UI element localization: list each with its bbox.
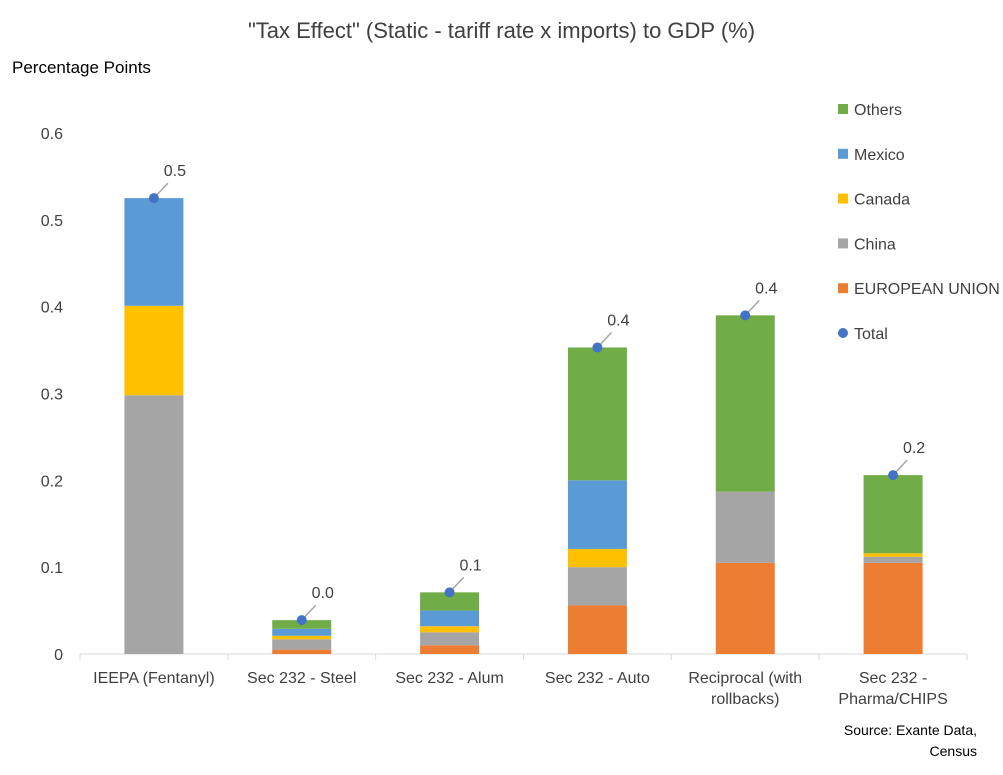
legend-swatch-china — [838, 238, 848, 249]
y-tick-label: 0.4 — [41, 300, 63, 317]
bar-segment-european-union — [863, 562, 923, 654]
y-tick-label: 0.6 — [41, 126, 63, 143]
bars — [124, 198, 923, 654]
bar-segment-european-union — [567, 605, 627, 654]
bar-segment-others — [715, 315, 775, 492]
y-tick-label: 0.5 — [41, 213, 63, 230]
source-line-1: Source: Exante Data, — [843, 722, 977, 738]
total-data-label: 0.5 — [164, 163, 186, 180]
total-marker — [592, 342, 603, 353]
legend: Others Mexico Canada China EUROPEAN UNION Tot… — [838, 102, 1000, 343]
y-axis-label: Percentage Points — [12, 58, 151, 77]
legend-label: Mexico — [854, 147, 905, 164]
total-marker — [444, 587, 455, 598]
bar-segment-mexico — [272, 628, 332, 636]
bar-segment-mexico — [420, 610, 480, 627]
total-marker — [296, 615, 307, 626]
total-data-label: 0.4 — [755, 280, 777, 297]
bar-segment-china — [272, 639, 332, 650]
bar-segment-others — [420, 592, 480, 611]
source-line-2: Census — [929, 743, 977, 759]
total-marker — [888, 470, 899, 481]
chart-title: "Tax Effect" (Static - tariff rate x imp… — [247, 18, 756, 43]
x-tick-label: Sec 232 - Auto — [545, 670, 650, 687]
x-tick-label: IEEPA (Fentanyl) — [93, 670, 215, 687]
bar-segment-canada — [124, 305, 184, 396]
source-note: Source: Exante Data, Census — [844, 720, 977, 762]
total-data-label: 0.0 — [312, 585, 334, 602]
bar-segment-canada — [567, 548, 627, 568]
total-marker — [740, 310, 751, 321]
x-tick-label: Sec 232 - Alum — [395, 670, 504, 687]
legend-swatch-others — [838, 104, 848, 114]
x-tick-label: Sec 232 - Steel — [247, 670, 356, 687]
bar-segment-european-union — [420, 645, 480, 654]
total-data-label: 0.2 — [903, 440, 925, 457]
bar-segment-china — [420, 632, 480, 646]
bar-segment-canada — [272, 635, 332, 640]
total-data-label: 0.4 — [607, 312, 629, 329]
legend-label: Canada — [854, 192, 910, 209]
legend-label: China — [854, 236, 896, 253]
bar-segment-china — [567, 567, 627, 606]
legend-label: Others — [854, 102, 902, 119]
x-tick-label: Reciprocal (with rollbacks) — [688, 670, 802, 708]
legend-marker-total — [838, 328, 848, 338]
total-marker — [148, 193, 159, 204]
bar-segment-china — [715, 491, 775, 563]
bar-segment-mexico — [124, 198, 184, 306]
y-tick-label: 0.1 — [41, 560, 63, 577]
legend-swatch-mexico — [838, 148, 848, 159]
legend-label: EUROPEAN UNION — [854, 281, 1000, 298]
bar-segment-china — [124, 395, 184, 654]
axes: 0 0.1 0.2 0.3 0.4 0.5 0.6 IEEPA (Fentanyl) Sec 2… — [41, 126, 968, 708]
bar-segment-european-union — [715, 562, 775, 654]
y-tick-label: 0 — [54, 647, 63, 664]
total-markers: 0.5 0.0 0.1 0.4 0.4 0.2 — [148, 163, 925, 626]
total-data-label: 0.1 — [459, 557, 481, 574]
bar-segment-others — [863, 475, 923, 554]
legend-swatch-canada — [838, 193, 848, 204]
x-tick-label: Sec 232 -Pharma/CHIPS — [838, 670, 947, 708]
bar-segment-canada — [420, 626, 480, 633]
y-tick-label: 0.3 — [41, 387, 63, 404]
bar-segment-canada — [863, 553, 923, 557]
bar-segment-china — [863, 556, 923, 563]
bar-segment-european-union — [272, 649, 332, 654]
bar-segment-others — [567, 347, 627, 481]
legend-swatch-european-union — [838, 283, 848, 294]
bar-segment-mexico — [567, 480, 627, 549]
y-tick-label: 0.2 — [41, 473, 63, 490]
legend-label: Total — [854, 326, 888, 343]
